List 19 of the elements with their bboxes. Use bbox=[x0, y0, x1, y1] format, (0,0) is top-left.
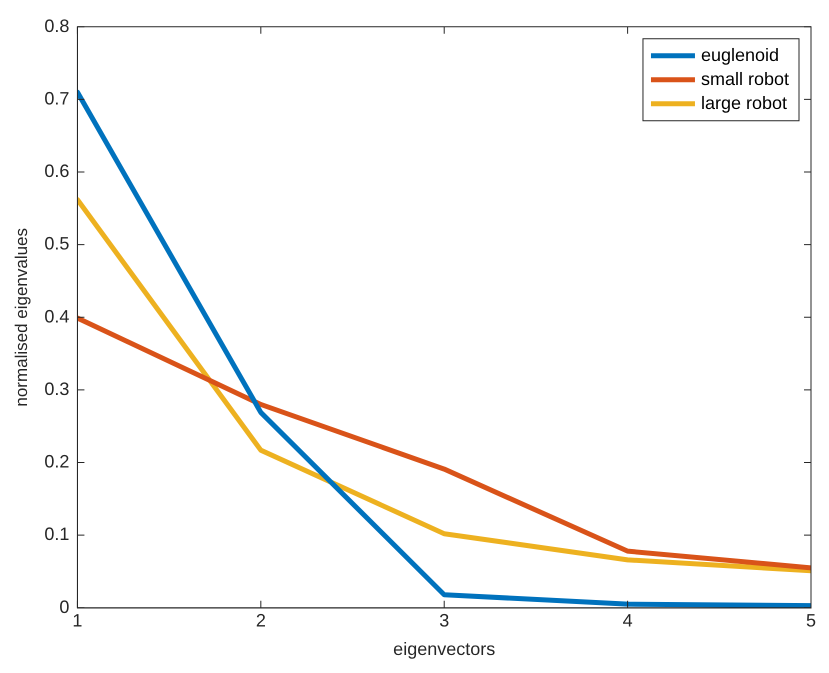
y-tick-label: 0.6 bbox=[44, 161, 70, 182]
y-tick-label: 0.7 bbox=[44, 88, 70, 108]
legend-label: euglenoid bbox=[700, 44, 780, 65]
x-tick-label: 1 bbox=[72, 610, 82, 631]
x-tick-label: 2 bbox=[256, 610, 266, 631]
y-tick-label: 0 bbox=[59, 596, 70, 617]
y-tick-label: 0.3 bbox=[44, 378, 70, 399]
y-tick-label: 0.2 bbox=[44, 452, 70, 472]
y-tick-label: 0.4 bbox=[44, 306, 70, 326]
y-tick-label: 0.1 bbox=[44, 524, 70, 544]
y-tick-label: 0.8 bbox=[44, 16, 70, 36]
x-tick-label: 5 bbox=[806, 610, 816, 631]
legend-label: large robot bbox=[700, 92, 788, 113]
x-tick-label: 4 bbox=[622, 610, 633, 631]
x-tick-label: 3 bbox=[439, 610, 450, 631]
y-axis-title: normalised eigenvalues bbox=[12, 228, 31, 407]
x-axis-title: eigenvectors bbox=[393, 639, 496, 660]
y-tick-label: 0.5 bbox=[44, 234, 70, 254]
legend-label: small robot bbox=[700, 68, 789, 89]
